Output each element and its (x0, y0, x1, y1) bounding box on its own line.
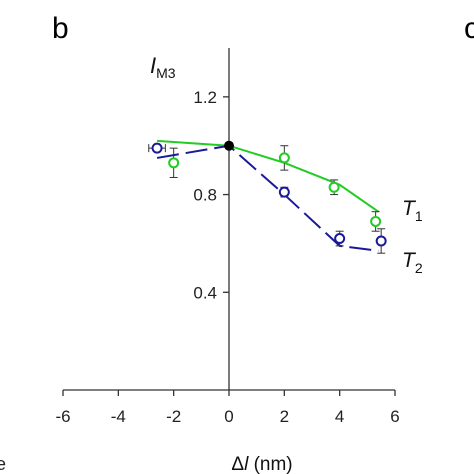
data-point-t2 (151, 142, 163, 154)
y-axis-title: IM3 (150, 53, 176, 81)
x-tick-label: 4 (335, 407, 344, 426)
reference-point (224, 140, 234, 151)
x-axis-title: Δl (nm) (231, 454, 292, 474)
series-label-t1-main: T (402, 197, 417, 220)
x-tick-label: 0 (224, 407, 233, 426)
x-tick-label: 2 (280, 407, 289, 426)
data-point-t2 (334, 233, 346, 245)
x-tick-label: 6 (390, 407, 399, 426)
y-tick-label: 1.2 (193, 88, 217, 107)
x-tick-label: -4 (111, 407, 126, 426)
series-label-t2-sub: 2 (415, 260, 423, 276)
data-point-t1 (278, 152, 290, 164)
panel-letter: b (52, 12, 69, 45)
data-point-t1 (328, 181, 340, 193)
series-label-t1: T1 (402, 197, 423, 224)
series-label-t1-sub: 1 (415, 208, 423, 224)
data-point-t1 (168, 157, 180, 169)
x-axis-title-unit: (nm) (248, 454, 292, 474)
data-point-t2 (278, 186, 290, 198)
series-label-t2: T2 (402, 249, 423, 276)
data-point-t1 (370, 215, 382, 227)
y-tick-label: 0.8 (193, 186, 217, 205)
y-axis-title-main: I (150, 53, 156, 78)
data-point-t2 (375, 235, 387, 247)
y-tick-label: 0.4 (193, 283, 217, 302)
x-tick-label: -2 (166, 407, 181, 426)
series-line-t2 (156, 144, 379, 252)
x-axis-title-prefix: Δ (231, 454, 244, 474)
series-label-t2-main: T (402, 249, 417, 272)
y-axis-title-sub: M3 (156, 65, 176, 81)
x-axis-title-var: l (244, 454, 249, 474)
neighbor-panel-letter: c (464, 12, 474, 45)
axes: -6 -4 -2 0 2 4 6 0.4 0.8 1.2 (55, 48, 400, 426)
left-edge-fragment: e (0, 454, 6, 474)
series-layer (148, 139, 387, 254)
x-tick-label: -6 (55, 407, 70, 426)
